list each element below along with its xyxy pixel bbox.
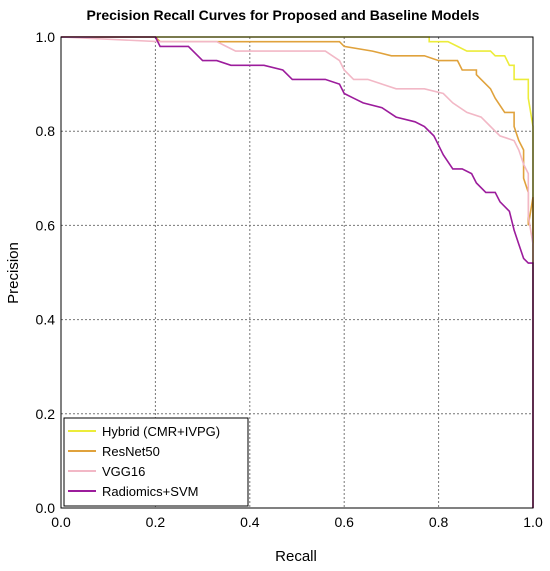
x-tick-label: 1.0 [523, 514, 543, 530]
y-tick-label: 0.8 [36, 123, 56, 139]
series-line-vgg16 [60, 36, 534, 508]
legend-label: Hybrid (CMR+IVPG) [102, 424, 220, 439]
chart-title: Precision Recall Curves for Proposed and… [87, 7, 480, 23]
x-tick-label: 0.4 [240, 514, 260, 530]
legend: Hybrid (CMR+IVPG) ResNet50 VGG16 Radiomics+… [63, 417, 249, 507]
tick-labels: 0.0 0.2 0.4 0.6 0.8 1.0 0.0 0.2 0.4 0.6 0.8 1.0 [36, 29, 543, 530]
series-line-resnet50 [61, 36, 534, 508]
y-tick-label: 1.0 [36, 29, 56, 45]
y-tick-label: 0.2 [36, 406, 56, 422]
plot-frame [60, 36, 534, 509]
x-tick-label: 0.2 [146, 514, 166, 530]
series-line-hybrid-cmr-ivpg [61, 36, 534, 508]
series-lines [60, 36, 534, 508]
y-tick-label: 0.0 [36, 500, 56, 516]
y-tick-label: 0.6 [36, 217, 56, 233]
legend-label: ResNet50 [102, 444, 160, 459]
x-tick-label: 0.8 [429, 514, 449, 530]
x-tick-label: 0.0 [51, 514, 71, 530]
series-line-radiomics-svm [61, 36, 534, 508]
y-tick-label: 0.4 [36, 312, 56, 328]
y-axis-label: Precision [5, 242, 22, 304]
x-axis-label: Recall [275, 548, 317, 565]
x-tick-label: 0.6 [334, 514, 354, 530]
legend-label: VGG16 [102, 464, 145, 479]
legend-label: Radiomics+SVM [102, 484, 198, 499]
